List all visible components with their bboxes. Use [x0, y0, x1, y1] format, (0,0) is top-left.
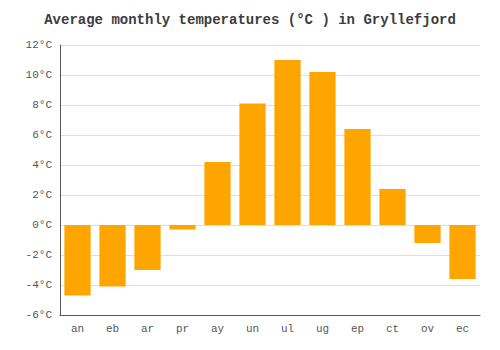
svg-text:12°C: 12°C	[26, 39, 53, 51]
svg-text:ar: ar	[141, 323, 154, 335]
svg-text:ep: ep	[351, 323, 364, 335]
svg-text:an: an	[71, 323, 84, 335]
svg-text:6°C: 6°C	[32, 129, 52, 141]
svg-text:ug: ug	[316, 323, 329, 335]
svg-text:eb: eb	[106, 323, 119, 335]
svg-text:8°C: 8°C	[32, 99, 52, 111]
svg-text:-4°C: -4°C	[26, 279, 53, 291]
svg-text:pr: pr	[176, 323, 189, 335]
svg-text:Average monthly temperatures (: Average monthly temperatures (°C ) in Gr…	[44, 12, 456, 28]
svg-text:4°C: 4°C	[32, 159, 52, 171]
svg-text:ul: ul	[281, 323, 294, 335]
svg-text:0°C: 0°C	[32, 219, 52, 231]
svg-text:ec: ec	[456, 323, 469, 335]
svg-text:ay: ay	[211, 323, 225, 335]
svg-text:-2°C: -2°C	[26, 249, 53, 261]
svg-text:ct: ct	[386, 323, 399, 335]
svg-text:2°C: 2°C	[32, 189, 52, 201]
svg-text:ov: ov	[421, 323, 435, 335]
svg-text:10°C: 10°C	[26, 69, 53, 81]
svg-text:un: un	[246, 323, 259, 335]
svg-text:-6°C: -6°C	[26, 309, 53, 321]
